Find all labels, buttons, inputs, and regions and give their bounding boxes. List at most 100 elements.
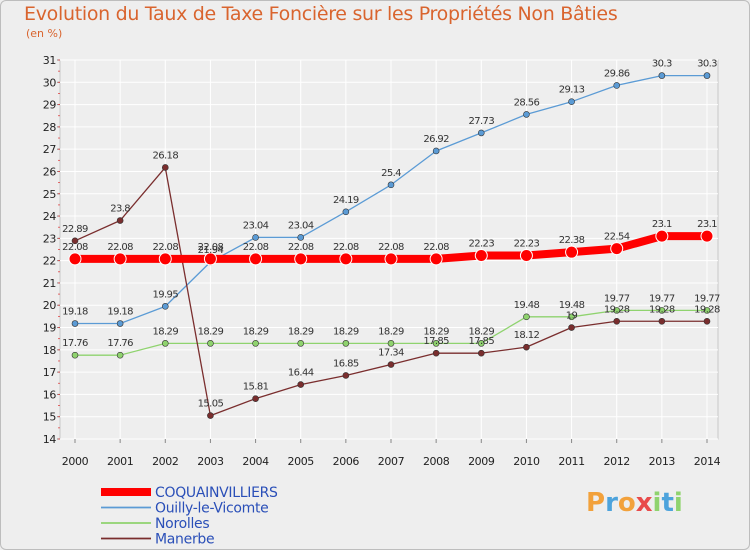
data-point-norolles (297, 340, 305, 347)
data-point-coquainvilliers (249, 252, 263, 266)
data-point-norolles (207, 340, 214, 347)
y-tick-label: 29 (43, 99, 57, 112)
data-point-norolles (342, 340, 350, 347)
data-label-coquainvilliers: 22.08 (243, 242, 269, 253)
logo-letter: r (605, 488, 618, 518)
data-label-ouilly-le-vicomte: 19.95 (152, 289, 178, 300)
y-tick-label: 20 (43, 299, 57, 312)
x-tick-label: 2014 (694, 455, 721, 468)
data-label-ouilly-le-vicomte: 23.04 (243, 220, 269, 231)
data-label-ouilly-le-vicomte: 29.86 (604, 68, 630, 79)
legend-label: Ouilly-le-Vicomte (155, 501, 268, 517)
data-label-manerbe: 16.44 (288, 368, 314, 379)
data-label-coquainvilliers: 22.08 (62, 242, 88, 253)
data-point-manerbe (432, 349, 440, 357)
legend-label: COQUAINVILLIERS (155, 485, 278, 501)
data-point-coquainvilliers (158, 252, 172, 266)
data-point-ouilly-le-vicomte (71, 320, 79, 327)
data-point-ouilly-le-vicomte (477, 129, 485, 137)
data-point-coquainvilliers (519, 249, 533, 263)
data-point-ouilly-le-vicomte (342, 208, 350, 216)
data-point-manerbe (71, 237, 79, 245)
data-label-manerbe: 15.81 (243, 382, 269, 393)
data-point-norolles (613, 307, 621, 314)
data-point-coquainvilliers (565, 245, 579, 259)
data-label-manerbe: 18.12 (514, 330, 540, 341)
legend: COQUAINVILLIERSOuilly-le-VicomteNorolles… (101, 485, 278, 548)
data-label-norolles: 19.48 (514, 300, 540, 311)
data-label-ouilly-le-vicomte: 23.04 (288, 220, 314, 231)
data-label-norolles: 18.29 (468, 326, 494, 337)
logo-letter: x (635, 488, 653, 518)
data-point-ouilly-le-vicomte (116, 320, 124, 327)
logo-letter: i (652, 488, 662, 518)
data-label-norolles: 18.29 (243, 326, 269, 337)
data-point-manerbe (116, 217, 124, 224)
x-tick-label: 2008 (423, 455, 450, 468)
y-tick-label: 31 (43, 54, 56, 67)
data-labels: 22.08 22.08 22.08 22.08 22.08 22.08 22.08 22.08… (62, 59, 720, 410)
data-label-norolles: 18.29 (198, 326, 224, 337)
y-tick-label: 14 (43, 433, 57, 446)
data-point-ouilly-le-vicomte (658, 72, 666, 79)
data-point-norolles (116, 351, 124, 359)
x-tick-label: 2004 (242, 455, 269, 468)
data-point-manerbe (342, 372, 350, 379)
data-label-norolles: 17.76 (107, 338, 133, 349)
data-point-coquainvilliers (339, 252, 353, 266)
x-tick-label: 2009 (468, 455, 495, 468)
data-label-norolles: 18.29 (423, 326, 449, 337)
data-label-manerbe: 23.8 (110, 204, 130, 215)
x-tick-label: 2003 (197, 455, 224, 468)
x-tick-label: 2013 (649, 455, 676, 468)
data-label-ouilly-le-vicomte: 27.73 (468, 116, 494, 127)
data-label-norolles: 17.76 (62, 338, 88, 349)
data-label-manerbe: 16.85 (333, 358, 359, 369)
data-label-ouilly-le-vicomte: 30.3 (697, 59, 717, 70)
x-tick-label: 2006 (333, 455, 360, 468)
chart-unit-label: (en %) (26, 27, 63, 40)
logo-letter: P (586, 488, 606, 518)
data-label-manerbe: 17.85 (468, 336, 494, 347)
data-label-ouilly-le-vicomte: 21.94 (198, 245, 224, 256)
data-label-ouilly-le-vicomte: 29.13 (559, 85, 585, 96)
x-tick-label: 2001 (107, 455, 133, 468)
data-label-ouilly-le-vicomte: 19.18 (62, 307, 88, 318)
data-label-norolles: 18.29 (378, 326, 404, 337)
data-point-manerbe (613, 317, 621, 325)
data-point-ouilly-le-vicomte (523, 111, 530, 118)
data-label-ouilly-le-vicomte: 28.56 (514, 97, 540, 108)
y-tick-label: 28 (43, 121, 57, 134)
data-point-norolles (252, 340, 259, 347)
data-label-coquainvilliers: 22.08 (198, 242, 224, 253)
data-point-manerbe (523, 343, 530, 351)
data-point-ouilly-le-vicomte (297, 234, 305, 241)
data-point-norolles (658, 307, 666, 314)
data-label-coquainvilliers: 22.08 (152, 242, 178, 253)
data-label-norolles: 19.77 (604, 293, 630, 304)
data-point-norolles (432, 340, 440, 347)
y-tick-label: 17 (43, 366, 57, 379)
chart-title: Evolution du Taux de Taxe Foncière sur l… (24, 3, 618, 25)
data-point-ouilly-le-vicomte (387, 181, 395, 189)
proxiti-logo: Proxiti (586, 488, 683, 518)
y-tick-label: 25 (43, 188, 57, 201)
data-label-manerbe: 17.85 (423, 336, 449, 347)
data-point-manerbe (703, 317, 711, 325)
data-point-coquainvilliers (384, 252, 398, 266)
data-label-coquainvilliers: 22.08 (333, 242, 359, 253)
data-label-ouilly-le-vicomte: 26.92 (423, 134, 449, 145)
y-tick-label: 27 (43, 143, 57, 156)
data-label-manerbe: 19 (566, 311, 578, 322)
data-point-norolles (477, 340, 485, 347)
data-point-ouilly-le-vicomte (568, 98, 575, 105)
data-label-coquainvilliers: 22.23 (468, 239, 494, 250)
data-label-norolles: 19.48 (559, 300, 585, 311)
data-label-norolles: 18.29 (152, 326, 178, 337)
data-point-coquainvilliers (68, 252, 82, 266)
legend-label: Norolles (155, 516, 209, 532)
data-label-coquainvilliers: 22.08 (288, 242, 314, 253)
x-tick-label: 2012 (604, 455, 630, 468)
data-point-manerbe (477, 349, 485, 357)
